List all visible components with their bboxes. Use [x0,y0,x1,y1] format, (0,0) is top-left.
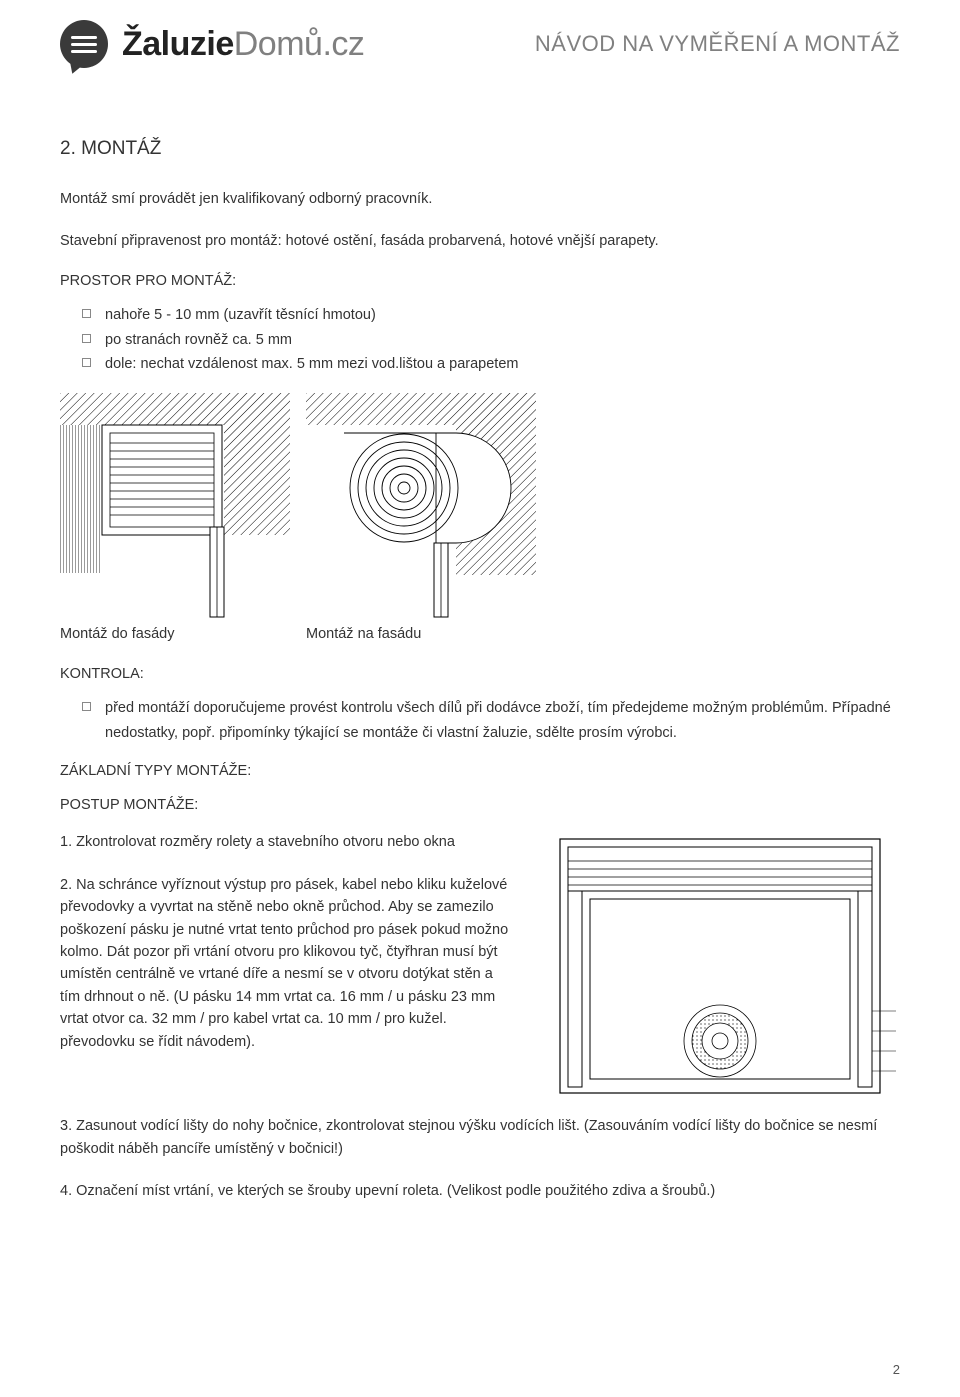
diagrams-row [60,393,900,618]
bullet-text: nahoře 5 - 10 mm (uzavřít těsnící hmotou… [105,303,376,328]
kontrola-label: KONTROLA: [60,666,900,682]
step-2: 2. Na schránce vyříznout výstup pro páse… [60,874,512,1054]
postup-label: POSTUP MONTÁŽE: [60,797,900,813]
prostor-label: PROSTOR PRO MONTÁŽ: [60,273,900,289]
checkbox-icon [82,309,91,318]
steps-two-col: 1. Zkontrolovat rozměry rolety a stavebn… [60,831,900,1101]
intro-2: Stavební připravenost pro montáž: hotové… [60,230,900,252]
logo-main: Žaluzie [122,25,234,63]
steps-right-col [540,831,900,1101]
caption-right: Montáž na fasádu [306,626,536,642]
diagram-on-facade [306,393,536,618]
checkbox-icon [82,334,91,343]
intro-1: Montáž smí provádět jen kvalifikovaný od… [60,188,900,210]
section-title: 2. MONTÁŽ [60,138,900,160]
page-header: ŽaluzieDomů.cz NÁVOD NA VYMĚŘENÍ A MONTÁ… [60,20,900,68]
diagram-window-assembly [540,831,900,1101]
page-number: 2 [893,1362,900,1377]
bullet-text: před montáží doporučujeme provést kontro… [105,696,900,745]
diagram-in-facade [60,393,290,618]
diagram-captions: Montáž do fasády Montáž na fasádu [60,626,900,642]
step-3: 3. Zasunout vodící lišty do nohy bočnice… [60,1115,900,1160]
kontrola-bullets: před montáží doporučujeme provést kontro… [82,696,900,745]
bullet-text: po stranách rovněž ca. 5 mm [105,328,292,353]
step-1: 1. Zkontrolovat rozměry rolety a stavebn… [60,831,512,853]
bullet-item: dole: nechat vzdálenost max. 5 mm mezi v… [82,352,900,377]
logo-bubble-icon [60,20,108,68]
header-title: NÁVOD NA VYMĚŘENÍ A MONTÁŽ [535,31,900,57]
bullet-text: dole: nechat vzdálenost max. 5 mm mezi v… [105,352,518,377]
prostor-bullets: nahoře 5 - 10 mm (uzavřít těsnící hmotou… [82,303,900,377]
bullet-item: nahoře 5 - 10 mm (uzavřít těsnící hmotou… [82,303,900,328]
logo-sub: Domů.cz [234,25,365,63]
logo: ŽaluzieDomů.cz [60,20,364,68]
checkbox-icon [82,358,91,367]
checkbox-icon [82,702,91,711]
bullet-item: před montáží doporučujeme provést kontro… [82,696,900,745]
steps-left-col: 1. Zkontrolovat rozměry rolety a stavebn… [60,831,512,1101]
caption-left: Montáž do fasády [60,626,290,642]
step-4: 4. Označení míst vrtání, ve kterých se š… [60,1180,900,1202]
logo-text: ŽaluzieDomů.cz [122,25,364,64]
bullet-item: po stranách rovněž ca. 5 mm [82,328,900,353]
zakladni-label: ZÁKLADNÍ TYPY MONTÁŽE: [60,763,900,779]
